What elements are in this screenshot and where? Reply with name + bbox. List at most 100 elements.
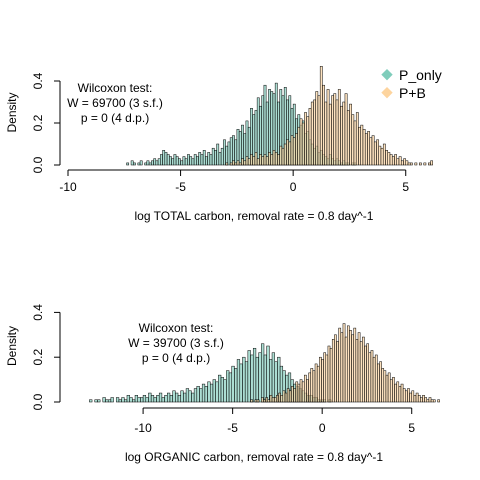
legend-label-p-only: P_only	[399, 67, 442, 83]
histogram-bar-p-b	[409, 392, 412, 403]
legend-item-p-b: P+B	[381, 85, 426, 101]
histogram-bar-p-b	[381, 368, 385, 403]
histogram-bar-p-b	[243, 160, 247, 166]
histogram-bar-p-only	[229, 137, 233, 166]
histogram-bar-p-b	[268, 152, 271, 166]
histogram-bar-p-b	[293, 388, 296, 403]
histogram-bar-p-b	[373, 141, 377, 166]
histogram-bar-p-b	[292, 137, 296, 166]
x-tick-label: 0	[319, 421, 326, 435]
histogram-bar-p-b	[430, 399, 434, 403]
histogram-bar-p-b	[405, 390, 408, 403]
histogram-bar-p-b	[229, 162, 233, 166]
histogram-bar-p-only	[196, 156, 199, 166]
histogram-bar-p-b	[396, 381, 400, 403]
x-tick-label: 5	[402, 180, 409, 194]
annotation-line-1: Wilcoxon test:	[139, 321, 214, 335]
histogram-bar-p-only	[177, 395, 181, 403]
histogram-bar-p-b	[263, 399, 266, 403]
histogram-bar-p-b	[278, 392, 281, 403]
histogram-bar-p-b	[288, 141, 292, 166]
histogram-bar-p-b	[344, 336, 348, 403]
histogram-bar-p-b	[276, 395, 279, 403]
annotation-line-1: Wilcoxon test:	[78, 81, 153, 95]
histogram-bar-p-b	[424, 397, 428, 403]
histogram-bar-p-b	[280, 395, 284, 403]
histogram-bar-p-b	[290, 135, 294, 166]
histogram-bar-p-only	[189, 156, 193, 166]
histogram-bar-p-b	[342, 323, 346, 403]
histogram-bar-p-only	[187, 154, 190, 166]
histogram-bar-p-b	[326, 89, 330, 166]
histogram-bar-p-only	[105, 399, 109, 403]
histogram-bar-p-b	[331, 339, 335, 403]
x-axis-ticks: -10 -5 0 5	[134, 408, 415, 435]
histogram-bar-p-only	[263, 84, 267, 166]
histogram-bar-p-b	[279, 145, 283, 166]
histogram-bar-p-only	[201, 383, 206, 403]
histogram-bar-p-b	[250, 154, 253, 166]
histogram-bar-p-b	[347, 325, 350, 403]
annotation-line-2: W = 69700 (3 s.f.)	[67, 96, 163, 110]
histogram-bar-p-only	[133, 162, 136, 166]
histogram-bar-p-only	[102, 397, 106, 403]
histogram-bar-p-only	[234, 139, 238, 166]
x-tick-label: -5	[175, 180, 186, 194]
histogram-bar-p-only	[169, 395, 173, 403]
histogram-bar-p-only	[115, 397, 120, 403]
histogram-bar-p-b	[234, 162, 238, 166]
histogram-bar-p-only	[183, 392, 187, 403]
histogram-bar-p-b	[267, 399, 271, 403]
histogram-bar-p-only	[161, 397, 165, 403]
histogram-bar-p-b	[297, 383, 301, 403]
histogram-bar-p-only	[198, 152, 202, 166]
histogram-bar-p-only	[185, 388, 190, 403]
histogram-bar-p-only	[243, 133, 247, 166]
histogram-bar-p-b	[398, 156, 402, 166]
histogram-bar-p-only	[129, 397, 133, 403]
histogram-bar-p-b	[299, 118, 303, 166]
histogram-bar-p-only	[205, 156, 208, 166]
histogram-bar-p-only	[173, 154, 177, 166]
histogram-bar-p-b	[407, 388, 410, 403]
y-axis-ticks: 0.0 0.2 0.4	[31, 304, 60, 410]
histogram-bar-p-only	[180, 160, 184, 166]
histogram-bar-p-b	[270, 154, 274, 166]
histogram-bar-p-only	[132, 399, 136, 403]
x-axis-label: log TOTAL carbon, removal rate = 0.8 day…	[135, 209, 374, 223]
histogram-bar-p-b	[382, 143, 386, 166]
annotation-line-3: p = 0 (4 d.p.)	[81, 111, 149, 125]
histogram-bar-p-b	[250, 399, 253, 403]
histogram-bar-p-only	[126, 162, 130, 166]
histogram-bar-p-only	[180, 390, 184, 403]
histogram-bar-p-b	[308, 372, 311, 403]
histogram-bar-p-b	[282, 390, 286, 403]
histogram-bar-p-b	[238, 162, 242, 166]
histogram-bar-p-b	[405, 160, 409, 166]
histogram-bar-p-b	[364, 133, 368, 166]
histogram-bar-p-b	[342, 101, 346, 166]
histogram-bar-p-b	[411, 390, 415, 403]
histogram-bar-p-b	[349, 103, 352, 166]
histogram-bar-p-only	[142, 395, 147, 403]
histogram-bar-p-b	[288, 390, 292, 403]
y-axis-ticks: 0.0 0.2 0.4	[31, 72, 60, 173]
histogram-bar-p-only	[151, 160, 154, 166]
histogram-bar-p-b	[403, 158, 406, 166]
histogram-bar-p-only	[231, 365, 235, 403]
histogram-bar-p-only	[97, 399, 101, 403]
histogram-bar-p-b	[371, 135, 375, 166]
histogram-bar-p-b	[378, 145, 382, 166]
histogram-bar-p-b	[301, 381, 305, 403]
histogram-bar-p-only	[255, 356, 259, 403]
histogram-bar-p-b	[335, 99, 339, 166]
legend-swatch-p-b	[381, 87, 393, 99]
histogram-bar-p-only	[236, 359, 241, 403]
histogram-bar-p-only	[121, 397, 125, 403]
histogram-bar-p-b	[428, 162, 431, 166]
histogram-bar-p-only	[167, 392, 171, 403]
y-axis-label: Density	[5, 326, 19, 366]
histogram-bar-p-b	[263, 154, 267, 166]
histogram-bar-p-b	[232, 160, 235, 166]
